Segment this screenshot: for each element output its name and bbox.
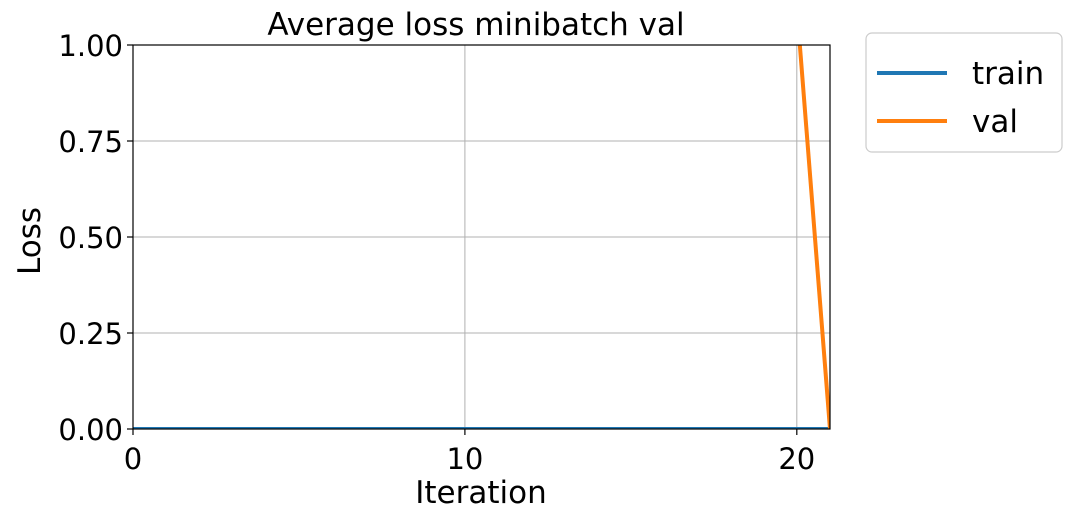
legend-box bbox=[865, 32, 1063, 153]
x-tick-label: 10 bbox=[446, 442, 483, 476]
y-tick-label: 0.50 bbox=[58, 221, 123, 255]
series-line-val bbox=[797, 45, 830, 429]
legend-label-val: val bbox=[972, 104, 1018, 140]
y-tick-label: 1.00 bbox=[58, 29, 123, 63]
y-tick-label: 0.25 bbox=[58, 317, 123, 351]
x-tick-label: 20 bbox=[778, 442, 815, 476]
axis-ticks bbox=[127, 44, 798, 435]
legend: train val bbox=[865, 32, 1063, 153]
y-axis-title: Loss bbox=[12, 207, 48, 275]
chart-title: Average loss minibatch val bbox=[267, 7, 684, 43]
legend-label-train: train bbox=[972, 56, 1044, 92]
y-tick-label: 0.00 bbox=[58, 413, 123, 447]
x-tick-label: 0 bbox=[124, 442, 142, 476]
series-group bbox=[133, 45, 830, 429]
y-tick-label: 0.75 bbox=[58, 125, 123, 159]
x-axis-title: Iteration bbox=[415, 475, 547, 511]
axis-tick-labels: 0 10 20 0.00 0.25 0.50 0.75 1.00 bbox=[58, 29, 815, 476]
